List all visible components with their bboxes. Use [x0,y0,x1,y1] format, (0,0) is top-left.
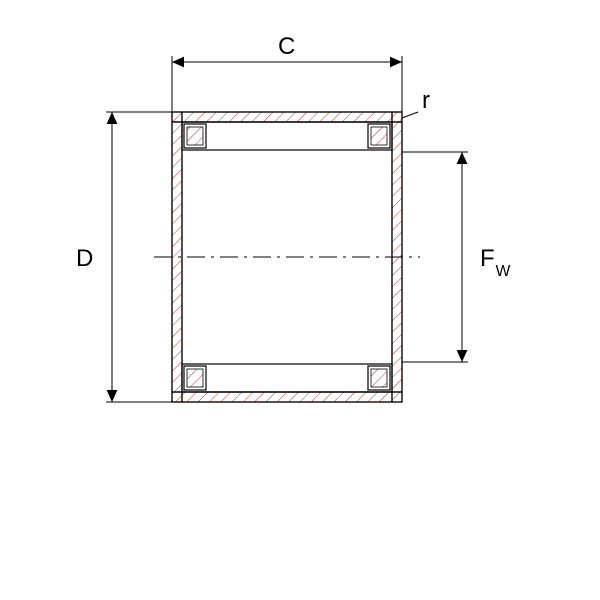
label-d: D [76,245,93,272]
leader-r [402,112,418,118]
label-fw: FW [480,245,511,280]
roller-top [182,122,392,150]
bearing-diagram: C Dr FW [0,0,600,600]
label-c: C [278,33,295,60]
label-r: r [422,87,430,114]
roller-bottom [182,364,392,392]
